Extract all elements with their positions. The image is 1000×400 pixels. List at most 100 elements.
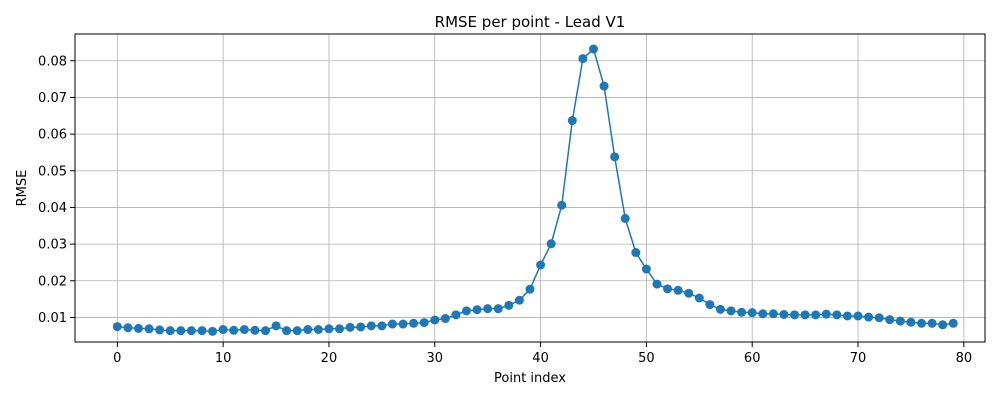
data-point [504, 300, 514, 310]
data-point [208, 326, 218, 336]
data-point [779, 310, 789, 319]
data-point [144, 324, 154, 334]
data-point [620, 213, 630, 223]
data-point [864, 312, 874, 322]
data-point [694, 293, 704, 303]
data-point [557, 200, 567, 210]
data-point [652, 279, 662, 289]
data-point [366, 321, 376, 331]
data-point [663, 284, 673, 294]
data-point [927, 318, 937, 328]
data-point [832, 310, 842, 320]
x-tick-label: 20 [321, 351, 338, 366]
series-layer [112, 44, 958, 336]
data-point [747, 308, 757, 318]
data-point [430, 315, 440, 325]
data-point [610, 152, 620, 162]
data-point [229, 325, 239, 335]
x-tick-label: 10 [215, 351, 232, 366]
data-point [197, 326, 207, 336]
data-point [313, 325, 323, 335]
data-point [705, 300, 715, 310]
y-tick-label: 0.01 [38, 311, 67, 326]
data-point [218, 325, 228, 335]
data-point [250, 325, 260, 335]
x-tick-label: 0 [113, 351, 121, 366]
data-point [112, 322, 122, 332]
y-tick-label: 0.03 [38, 238, 67, 253]
x-tick-label: 50 [638, 351, 655, 366]
y-tick-label: 0.06 [38, 128, 67, 143]
y-tick-label: 0.07 [38, 91, 67, 106]
data-point [821, 309, 831, 319]
data-point [493, 304, 503, 314]
tick-layer: 0 10 20 30 40 50 60 70 80 0.01 0.02 0.03 0.04 0.05 0.0… [38, 54, 972, 366]
data-point [536, 260, 546, 270]
data-point [483, 304, 493, 314]
data-point [239, 325, 249, 335]
data-point [419, 318, 429, 328]
data-point [790, 310, 800, 320]
x-tick-label: 70 [850, 351, 867, 366]
data-point [800, 310, 810, 320]
x-axis-title: Point index [494, 371, 566, 386]
x-tick-label: 60 [744, 351, 761, 366]
data-point [398, 319, 408, 329]
data-point [906, 317, 916, 327]
data-point [335, 324, 345, 334]
y-tick-label: 0.04 [38, 201, 67, 216]
data-point [917, 318, 927, 328]
data-point [260, 326, 270, 336]
data-point [853, 311, 863, 321]
data-point [155, 325, 165, 335]
y-tick-label: 0.08 [38, 54, 67, 69]
data-point [324, 324, 334, 334]
data-point [271, 321, 281, 331]
y-axis-title: RMSE [15, 170, 30, 207]
data-point [282, 326, 292, 336]
data-point [525, 284, 535, 294]
grid-layer [75, 34, 985, 342]
data-point [440, 314, 450, 324]
x-tick-label: 80 [956, 351, 973, 366]
data-point [811, 310, 821, 320]
y-tick-label: 0.05 [38, 164, 67, 179]
data-point [472, 305, 482, 315]
data-point [758, 309, 768, 319]
data-point [895, 316, 905, 326]
data-point [874, 313, 884, 323]
data-point [123, 323, 133, 333]
data-point [737, 307, 747, 317]
data-point [726, 306, 736, 316]
data-point [715, 304, 725, 314]
x-tick-label: 30 [426, 351, 443, 366]
data-point [948, 318, 958, 328]
data-point [462, 306, 472, 316]
data-point [133, 323, 143, 333]
data-point [377, 321, 387, 331]
data-point [938, 320, 948, 330]
data-point [684, 288, 694, 298]
data-point [567, 116, 577, 126]
data-point [176, 326, 186, 336]
chart-title: RMSE per point - Lead V1 [435, 13, 626, 31]
data-point [578, 54, 588, 64]
data-point [588, 44, 598, 54]
data-point [768, 309, 778, 319]
data-point [303, 325, 313, 335]
data-point [546, 239, 556, 249]
data-point [673, 285, 683, 295]
data-point [599, 81, 609, 91]
data-point [165, 326, 175, 336]
data-point [356, 322, 366, 332]
data-point [292, 326, 302, 336]
x-tick-label: 40 [532, 351, 549, 366]
data-point [345, 322, 355, 332]
data-point [641, 264, 651, 274]
data-point [186, 326, 196, 336]
data-point [409, 318, 419, 328]
data-point [451, 310, 461, 320]
plot-frame [74, 33, 986, 343]
data-point [842, 311, 852, 321]
